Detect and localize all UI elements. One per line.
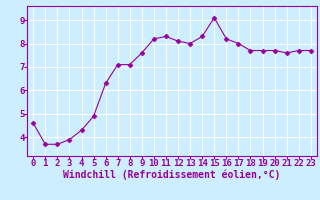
X-axis label: Windchill (Refroidissement éolien,°C): Windchill (Refroidissement éolien,°C) <box>63 169 281 180</box>
